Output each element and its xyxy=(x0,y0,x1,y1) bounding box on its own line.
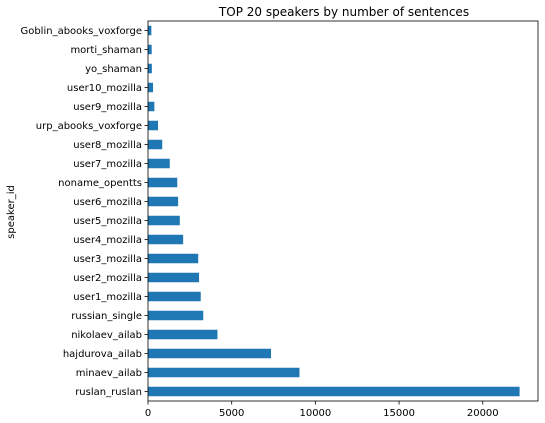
y-ticks-group: ruslan_ruslan minaev_ailab hajdurova_ailab… xyxy=(20,26,148,398)
y-tick-label: russian_single xyxy=(71,311,142,322)
bar xyxy=(148,253,199,264)
bar xyxy=(148,82,154,93)
bars-group xyxy=(148,25,520,397)
y-tick-label: user2_mozilla xyxy=(73,273,142,284)
y-tick-label: user4_mozilla xyxy=(73,235,142,246)
bar xyxy=(148,310,204,321)
x-ticks-group: 0 5000 10000 15000 20000 xyxy=(145,401,499,419)
y-tick-label: user5_mozilla xyxy=(73,216,142,227)
bar xyxy=(148,291,201,302)
y-tick-label: yo_shaman xyxy=(85,64,142,75)
y-tick-label: nikolaev_ailab xyxy=(71,330,142,341)
bar xyxy=(148,25,152,36)
bar xyxy=(148,348,272,359)
y-tick-label: morti_shaman xyxy=(70,45,142,56)
y-tick-label: user3_mozilla xyxy=(73,254,142,265)
bar xyxy=(148,367,300,378)
plot-frame xyxy=(147,20,539,402)
bar xyxy=(148,215,180,226)
y-tick-label: user10_mozilla xyxy=(67,83,142,94)
y-tick-label: hajdurova_ailab xyxy=(63,349,142,360)
bar xyxy=(148,44,152,55)
x-tick-label: 5000 xyxy=(219,408,244,419)
y-tick-label: urp_abooks_voxforge xyxy=(36,121,142,132)
y-axis-label: speaker_id xyxy=(6,185,17,239)
y-tick-label: minaev_ailab xyxy=(76,368,142,379)
y-tick-label: user8_mozilla xyxy=(73,140,142,151)
bar xyxy=(148,196,179,207)
bar xyxy=(148,386,520,397)
y-tick-label: ruslan_ruslan xyxy=(75,387,142,398)
x-tick-label: 15000 xyxy=(383,408,415,419)
x-tick-label: 20000 xyxy=(467,408,499,419)
bar xyxy=(148,139,163,150)
chart-title: TOP 20 speakers by number of sentences xyxy=(218,5,469,19)
bar xyxy=(148,234,184,245)
bar xyxy=(148,158,170,169)
y-tick-label: user1_mozilla xyxy=(73,292,142,303)
bar xyxy=(148,101,155,112)
bar xyxy=(148,329,218,340)
y-tick-label: Goblin_abooks_voxforge xyxy=(20,26,142,37)
y-tick-label: user6_mozilla xyxy=(73,197,142,208)
bar xyxy=(148,63,152,74)
bar xyxy=(148,272,200,283)
x-tick-label: 10000 xyxy=(299,408,331,419)
y-tick-label: noname_opentts xyxy=(58,178,142,189)
y-tick-label: user9_mozilla xyxy=(73,102,142,113)
x-tick-label: 0 xyxy=(145,408,151,419)
bar xyxy=(148,177,178,188)
y-tick-label: user7_mozilla xyxy=(73,159,142,170)
bar xyxy=(148,120,159,131)
